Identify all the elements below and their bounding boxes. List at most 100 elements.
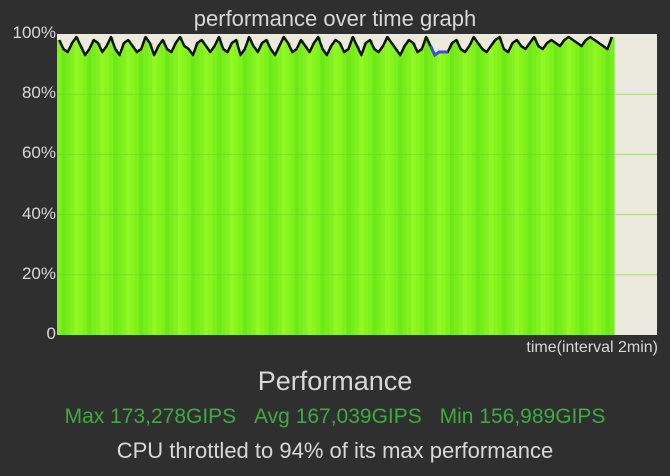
performance-bar — [389, 43, 395, 335]
performance-bar — [484, 52, 490, 335]
performance-bar — [82, 55, 88, 335]
performance-bar — [69, 43, 75, 335]
performance-bar — [402, 46, 408, 335]
performance-bar — [436, 52, 442, 335]
performance-bar — [441, 52, 447, 335]
performance-bar — [415, 52, 421, 335]
x-axis-label: time(interval 2min) — [526, 339, 658, 356]
performance-bar — [544, 43, 550, 335]
performance-bar — [281, 37, 287, 335]
performance-bar — [285, 43, 291, 335]
performance-bar — [596, 43, 602, 335]
performance-bar — [246, 37, 252, 335]
y-tick-label: 40% — [21, 203, 56, 223]
performance-bar — [121, 43, 127, 335]
performance-bar — [65, 52, 71, 335]
performance-bar — [311, 43, 317, 335]
performance-bar — [186, 49, 192, 335]
y-tick-label: 80% — [21, 83, 56, 103]
performance-bar — [488, 46, 494, 335]
y-tick-label: 100% — [12, 23, 56, 42]
performance-bar — [139, 49, 144, 335]
performance-bar — [458, 49, 464, 335]
performance-bar — [406, 40, 412, 335]
performance-bar — [605, 49, 611, 335]
performance-bar — [126, 40, 132, 335]
performance-bar — [523, 49, 529, 335]
performance-bar — [307, 52, 313, 335]
performance-bar — [130, 46, 136, 335]
performance-bar — [527, 43, 533, 335]
performance-heading: Performance — [257, 366, 413, 396]
performance-bar — [462, 52, 468, 335]
performance-bar — [104, 46, 110, 335]
performance-bar — [173, 43, 179, 335]
performance-bar — [579, 46, 585, 335]
performance-bar — [169, 52, 175, 335]
performance-bar — [234, 40, 239, 335]
performance-bar — [380, 46, 386, 335]
performance-bar — [562, 40, 568, 335]
graph-title: performance over time graph — [193, 6, 477, 31]
performance-bar — [290, 52, 296, 335]
min-stat: Min 156,989GIPS — [439, 405, 606, 428]
performance-bar — [177, 37, 183, 335]
performance-bar — [113, 49, 119, 335]
performance-bar — [74, 37, 80, 335]
performance-bar — [100, 52, 106, 335]
throttled-segment-line — [429, 45, 448, 58]
performance-bar — [268, 49, 274, 335]
performance-bar — [108, 37, 114, 335]
performance-bar — [519, 46, 524, 335]
performance-bar — [424, 37, 429, 335]
performance-bar — [467, 46, 473, 335]
performance-bar — [346, 49, 352, 335]
performance-chart-svg — [57, 35, 657, 335]
performance-bar — [432, 55, 438, 335]
performance-bar — [557, 46, 563, 335]
performance-bar — [449, 43, 455, 335]
performance-bar — [251, 46, 257, 335]
performance-bar — [203, 46, 209, 335]
performance-bar — [199, 40, 205, 335]
performance-graph — [57, 34, 657, 335]
performance-bar — [575, 43, 581, 335]
performance-bar — [493, 40, 499, 335]
performance-bar — [78, 46, 84, 335]
performance-bar — [57, 40, 62, 335]
performance-bar — [350, 37, 356, 335]
performance-bar — [143, 37, 149, 335]
performance-bar — [316, 37, 321, 335]
performance-bar — [147, 43, 153, 335]
performance-bar — [501, 49, 507, 335]
performance-bar — [238, 55, 244, 335]
performance-bar — [553, 43, 559, 335]
performance-bar — [337, 43, 343, 335]
performance-bar — [160, 40, 166, 335]
max-stat: Max 173,278GIPS — [64, 405, 237, 428]
performance-bar — [359, 55, 365, 335]
performance-bar — [497, 37, 503, 335]
performance-bar — [471, 37, 477, 335]
performance-bar — [117, 55, 123, 335]
performance-bar — [367, 40, 373, 335]
performance-bar — [419, 49, 425, 335]
performance-bar — [385, 37, 391, 335]
performance-bar — [320, 49, 326, 335]
performance-bar — [583, 40, 589, 335]
performance-bar — [333, 40, 339, 335]
performance-bar — [156, 46, 162, 335]
performance-bar — [363, 43, 369, 335]
performance-bar — [506, 52, 511, 335]
performance-bar — [190, 55, 196, 335]
performance-bar — [229, 43, 235, 335]
performance-bar — [480, 49, 486, 335]
performance-bar — [225, 52, 231, 335]
y-tick-label: 20% — [21, 263, 56, 283]
performance-bar — [216, 37, 222, 335]
performance-bar — [195, 43, 201, 335]
performance-bar — [134, 52, 140, 335]
performance-bar — [540, 49, 546, 335]
performance-bar — [592, 40, 598, 335]
